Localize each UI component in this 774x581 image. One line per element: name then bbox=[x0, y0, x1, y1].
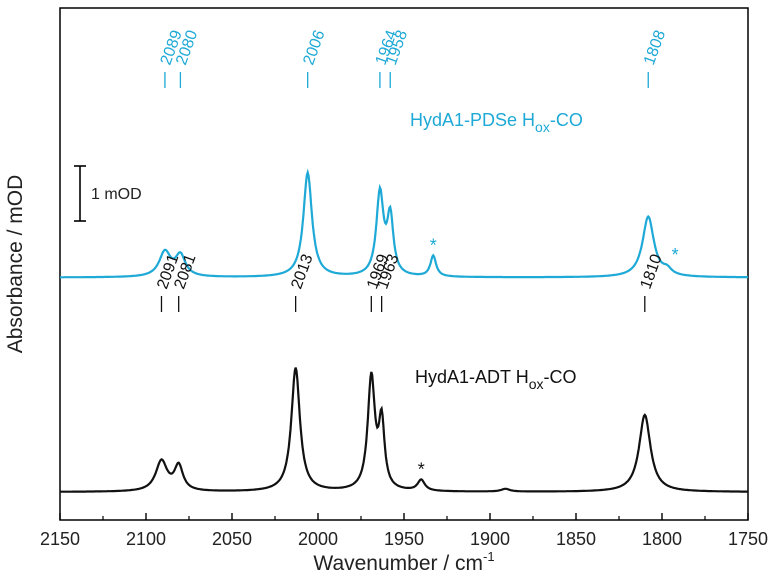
x-tick-label: 1850 bbox=[556, 529, 596, 549]
artifact-star: * bbox=[430, 235, 437, 255]
peak-label: 1810 bbox=[638, 252, 666, 291]
legend-series-1: HydA1-PDSe Hox-CO bbox=[410, 110, 583, 135]
scale-bar-label: 1 mOD bbox=[91, 186, 142, 203]
x-tick-label: 1800 bbox=[642, 529, 682, 549]
x-tick-label: 2000 bbox=[298, 529, 338, 549]
x-tick-label: 2050 bbox=[212, 529, 252, 549]
x-tick-label: 2100 bbox=[126, 529, 166, 549]
peak-label: 1808 bbox=[641, 28, 669, 67]
x-tick-label: 1950 bbox=[384, 529, 424, 549]
artifact-star: * bbox=[418, 459, 425, 479]
peak-label: 2006 bbox=[300, 28, 328, 67]
peak-label: 2013 bbox=[288, 252, 316, 291]
spectrum-line-2 bbox=[60, 367, 748, 493]
x-axis: 2150 2100 2050 2000 1950 1900 1850 1800 1750 bbox=[40, 513, 768, 549]
scale-bar: 1 mOD bbox=[74, 165, 142, 222]
spectrum-line-1 bbox=[60, 168, 749, 279]
artifact-star: * bbox=[672, 245, 679, 265]
y-axis-title: Absorbance / mOD bbox=[4, 175, 27, 354]
x-axis-title: Wavenumber / cm-1 bbox=[313, 549, 494, 575]
x-tick-label: 1900 bbox=[470, 529, 510, 549]
legend-series-2: HydA1-ADT Hox-CO bbox=[415, 367, 577, 392]
x-tick-label: 2150 bbox=[40, 529, 80, 549]
x-tick-label: 1750 bbox=[728, 529, 768, 549]
